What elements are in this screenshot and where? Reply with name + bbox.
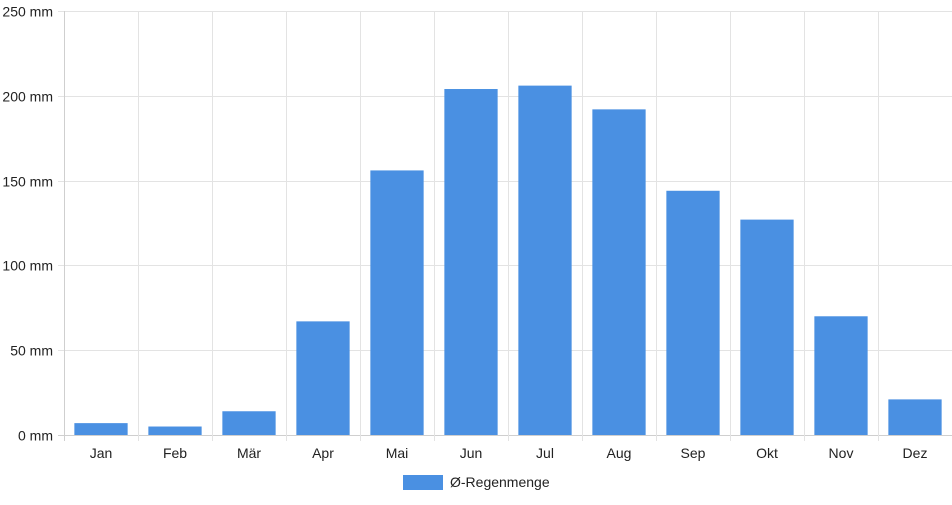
bar-sep[interactable]	[666, 190, 720, 435]
x-tick-label: Mai	[386, 445, 409, 461]
x-tick-label: Jan	[90, 445, 113, 461]
y-tick-label: 0 mm	[18, 428, 53, 444]
bar-jan[interactable]	[74, 423, 128, 435]
x-tick-label: Aug	[607, 445, 632, 461]
y-tick-label: 150 mm	[2, 174, 53, 190]
y-tick-label: 250 mm	[2, 4, 53, 20]
x-tick-label: Dez	[903, 445, 928, 461]
bar-jun[interactable]	[444, 89, 498, 436]
bar-nov[interactable]	[814, 316, 868, 435]
x-tick-label: Jul	[536, 445, 554, 461]
x-tick-label: Apr	[312, 445, 334, 461]
bar-mai[interactable]	[370, 170, 424, 435]
bar-mär[interactable]	[222, 411, 276, 435]
y-tick-label: 200 mm	[2, 89, 53, 105]
x-axis-ticks: Jan Feb Mär Apr Mai Jun Jul Aug Sep Okt Nov Dez	[90, 445, 928, 461]
bar-okt[interactable]	[740, 219, 794, 435]
x-tick-label: Sep	[681, 445, 706, 461]
bar-apr[interactable]	[296, 321, 350, 435]
x-tick-label: Jun	[460, 445, 483, 461]
x-tick-label: Feb	[163, 445, 187, 461]
legend-label[interactable]: Ø-Regenmenge	[450, 474, 550, 490]
bars	[74, 85, 942, 436]
legend-swatch[interactable]	[403, 475, 443, 490]
grid-lines	[58, 11, 952, 441]
x-tick-label: Nov	[829, 445, 854, 461]
y-tick-label: 100 mm	[2, 258, 53, 274]
x-tick-label: Mär	[237, 445, 261, 461]
bar-jul[interactable]	[518, 85, 572, 436]
y-tick-label: 50 mm	[10, 343, 53, 359]
x-tick-label: Okt	[756, 445, 778, 461]
bar-aug[interactable]	[592, 109, 646, 436]
legend[interactable]: Ø-Regenmenge	[403, 474, 550, 490]
bar-feb[interactable]	[148, 426, 202, 435]
bar-dez[interactable]	[888, 399, 942, 435]
y-axis-ticks: 0 mm 50 mm 100 mm 150 mm 200 mm 250 mm	[2, 4, 53, 444]
